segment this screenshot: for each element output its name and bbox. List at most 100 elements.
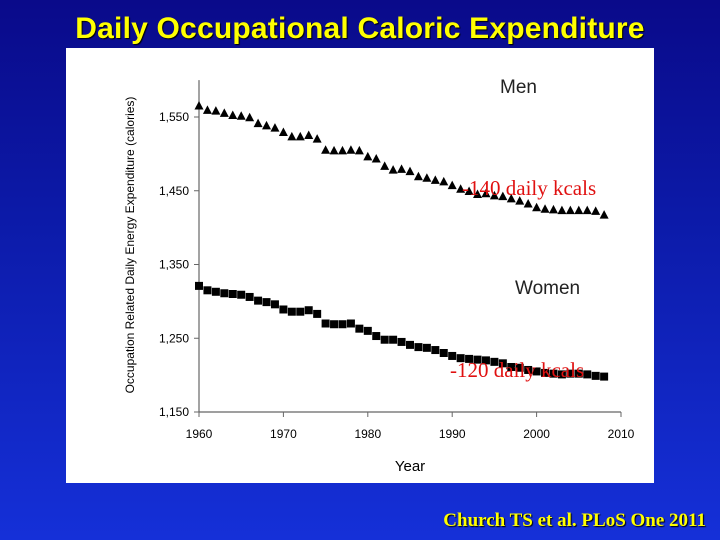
women-data-point <box>363 326 372 335</box>
women-data-point <box>338 320 347 329</box>
women-data-point <box>237 290 246 299</box>
women-data-point <box>372 332 381 341</box>
women-data-point <box>270 300 279 309</box>
legend-men: Men <box>500 77 537 98</box>
annotation-men: -140 daily kcals <box>462 176 596 200</box>
x-tick-label: 2010 <box>608 427 635 441</box>
women-data-point <box>473 355 482 364</box>
x-tick-label: 1980 <box>354 427 381 441</box>
men-data-point <box>228 110 238 120</box>
men-data-point <box>388 165 398 174</box>
men-data-point <box>363 151 373 161</box>
men-data-point <box>506 193 516 203</box>
women-data-point <box>296 307 305 316</box>
men-data-point <box>464 186 474 195</box>
women-data-point <box>220 289 229 298</box>
men-data-point <box>194 100 204 110</box>
men-data-point <box>211 106 221 115</box>
chart-panel <box>66 48 654 483</box>
women-data-point <box>515 363 524 372</box>
men-data-point <box>413 171 423 181</box>
legend-women: Women <box>515 278 580 299</box>
axes <box>198 80 621 413</box>
women-data-point <box>448 351 457 360</box>
men-data-point <box>295 131 305 141</box>
women-data-point <box>330 320 339 329</box>
y-tick-label: 1,150 <box>159 405 189 419</box>
men-data-point <box>329 145 339 155</box>
women-data-point <box>254 296 263 305</box>
men-data-point <box>532 202 542 212</box>
women-data-point <box>532 367 541 376</box>
men-data-point <box>219 108 229 117</box>
men-data-point <box>262 120 272 130</box>
women-data-point <box>211 287 220 296</box>
men-data-point <box>515 196 525 205</box>
women-data-point <box>490 357 499 366</box>
men-data-point <box>380 161 390 170</box>
women-data-point <box>541 368 550 377</box>
women-data-point <box>439 349 448 357</box>
y-tick-label: 1,350 <box>159 258 189 272</box>
women-data-point <box>279 305 288 314</box>
men-data-point <box>236 111 246 120</box>
men-data-point <box>245 112 255 122</box>
men-data-point <box>565 205 575 215</box>
women-data-point <box>313 309 322 318</box>
men-data-point <box>371 154 381 163</box>
men-data-point <box>447 180 457 190</box>
men-data-point <box>591 206 601 215</box>
men-data-point <box>540 204 550 213</box>
women-data-point <box>498 359 507 368</box>
men-data-point <box>346 145 356 154</box>
women-data-point <box>507 363 516 372</box>
men-data-point <box>489 190 499 200</box>
women-data-point <box>195 281 203 290</box>
women-data-point <box>245 292 254 301</box>
citation: Church TS et al. PLoS One 2011 <box>443 510 706 531</box>
men-data-point <box>557 205 567 215</box>
y-tick-label: 1,250 <box>159 331 189 345</box>
men-data-point <box>582 205 592 215</box>
men-data-point <box>405 166 415 176</box>
men-data-point <box>312 134 322 143</box>
men-data-point <box>456 184 466 193</box>
women-data-point <box>431 346 440 355</box>
women-data-point <box>355 324 364 333</box>
men-data-point <box>321 145 331 154</box>
women-data-point <box>228 290 237 298</box>
women-data-point <box>465 354 474 363</box>
women-data-point <box>456 354 465 363</box>
women-data-point <box>321 319 330 328</box>
women-data-point <box>557 370 566 379</box>
women-data-point <box>397 337 406 346</box>
men-data-point <box>481 188 491 198</box>
women-data-point <box>414 343 423 352</box>
men-data-point <box>430 175 440 184</box>
x-axis-label: Year <box>395 458 425 475</box>
annotation-women: -120 daily kcals <box>450 358 584 382</box>
slide-title: Daily Occupational Caloric Expenditure <box>75 12 645 45</box>
men-data-point <box>599 210 609 219</box>
men-data-point <box>253 118 263 128</box>
women-data-point <box>203 286 212 295</box>
men-data-point <box>473 189 483 198</box>
women-data-point <box>600 372 609 381</box>
women-data-point <box>389 335 398 344</box>
men-data-point <box>202 105 212 114</box>
women-data-point <box>583 370 592 379</box>
men-data-point <box>439 176 449 186</box>
women-data-point <box>380 335 389 344</box>
men-data-point <box>354 145 364 155</box>
women-data-point <box>591 371 600 380</box>
women-data-point <box>549 369 558 378</box>
y-axis-label: Occupation Related Daily Energy Expendit… <box>123 97 137 394</box>
y-tick-label: 1,450 <box>159 184 189 198</box>
x-tick-label: 2000 <box>523 427 550 441</box>
men-data-point <box>498 191 508 201</box>
women-data-point <box>262 298 271 307</box>
x-tick-label: 1990 <box>439 427 466 441</box>
women-data-point <box>346 319 355 328</box>
men-data-point <box>523 199 533 208</box>
